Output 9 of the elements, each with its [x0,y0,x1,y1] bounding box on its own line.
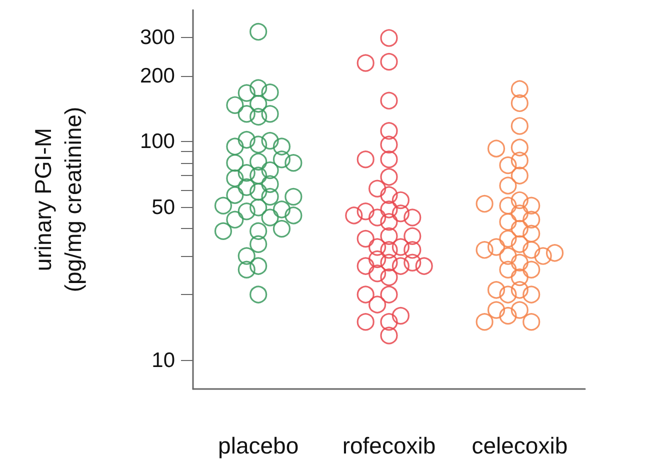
y-tick-label: 100 [140,130,175,154]
y-tick-label: 10 [152,348,175,372]
x-tick-label: placebo [218,432,299,458]
x-tick-label: rofecoxib [342,432,436,458]
y-axis-title: urinary PGI-M (pg/mg creatinine) [30,106,86,292]
x-tick-label: celecoxib [472,432,568,458]
y-tick-label: 300 [140,26,175,49]
y-tick-label: 200 [140,64,175,88]
y-tick-label: 50 [152,196,175,220]
